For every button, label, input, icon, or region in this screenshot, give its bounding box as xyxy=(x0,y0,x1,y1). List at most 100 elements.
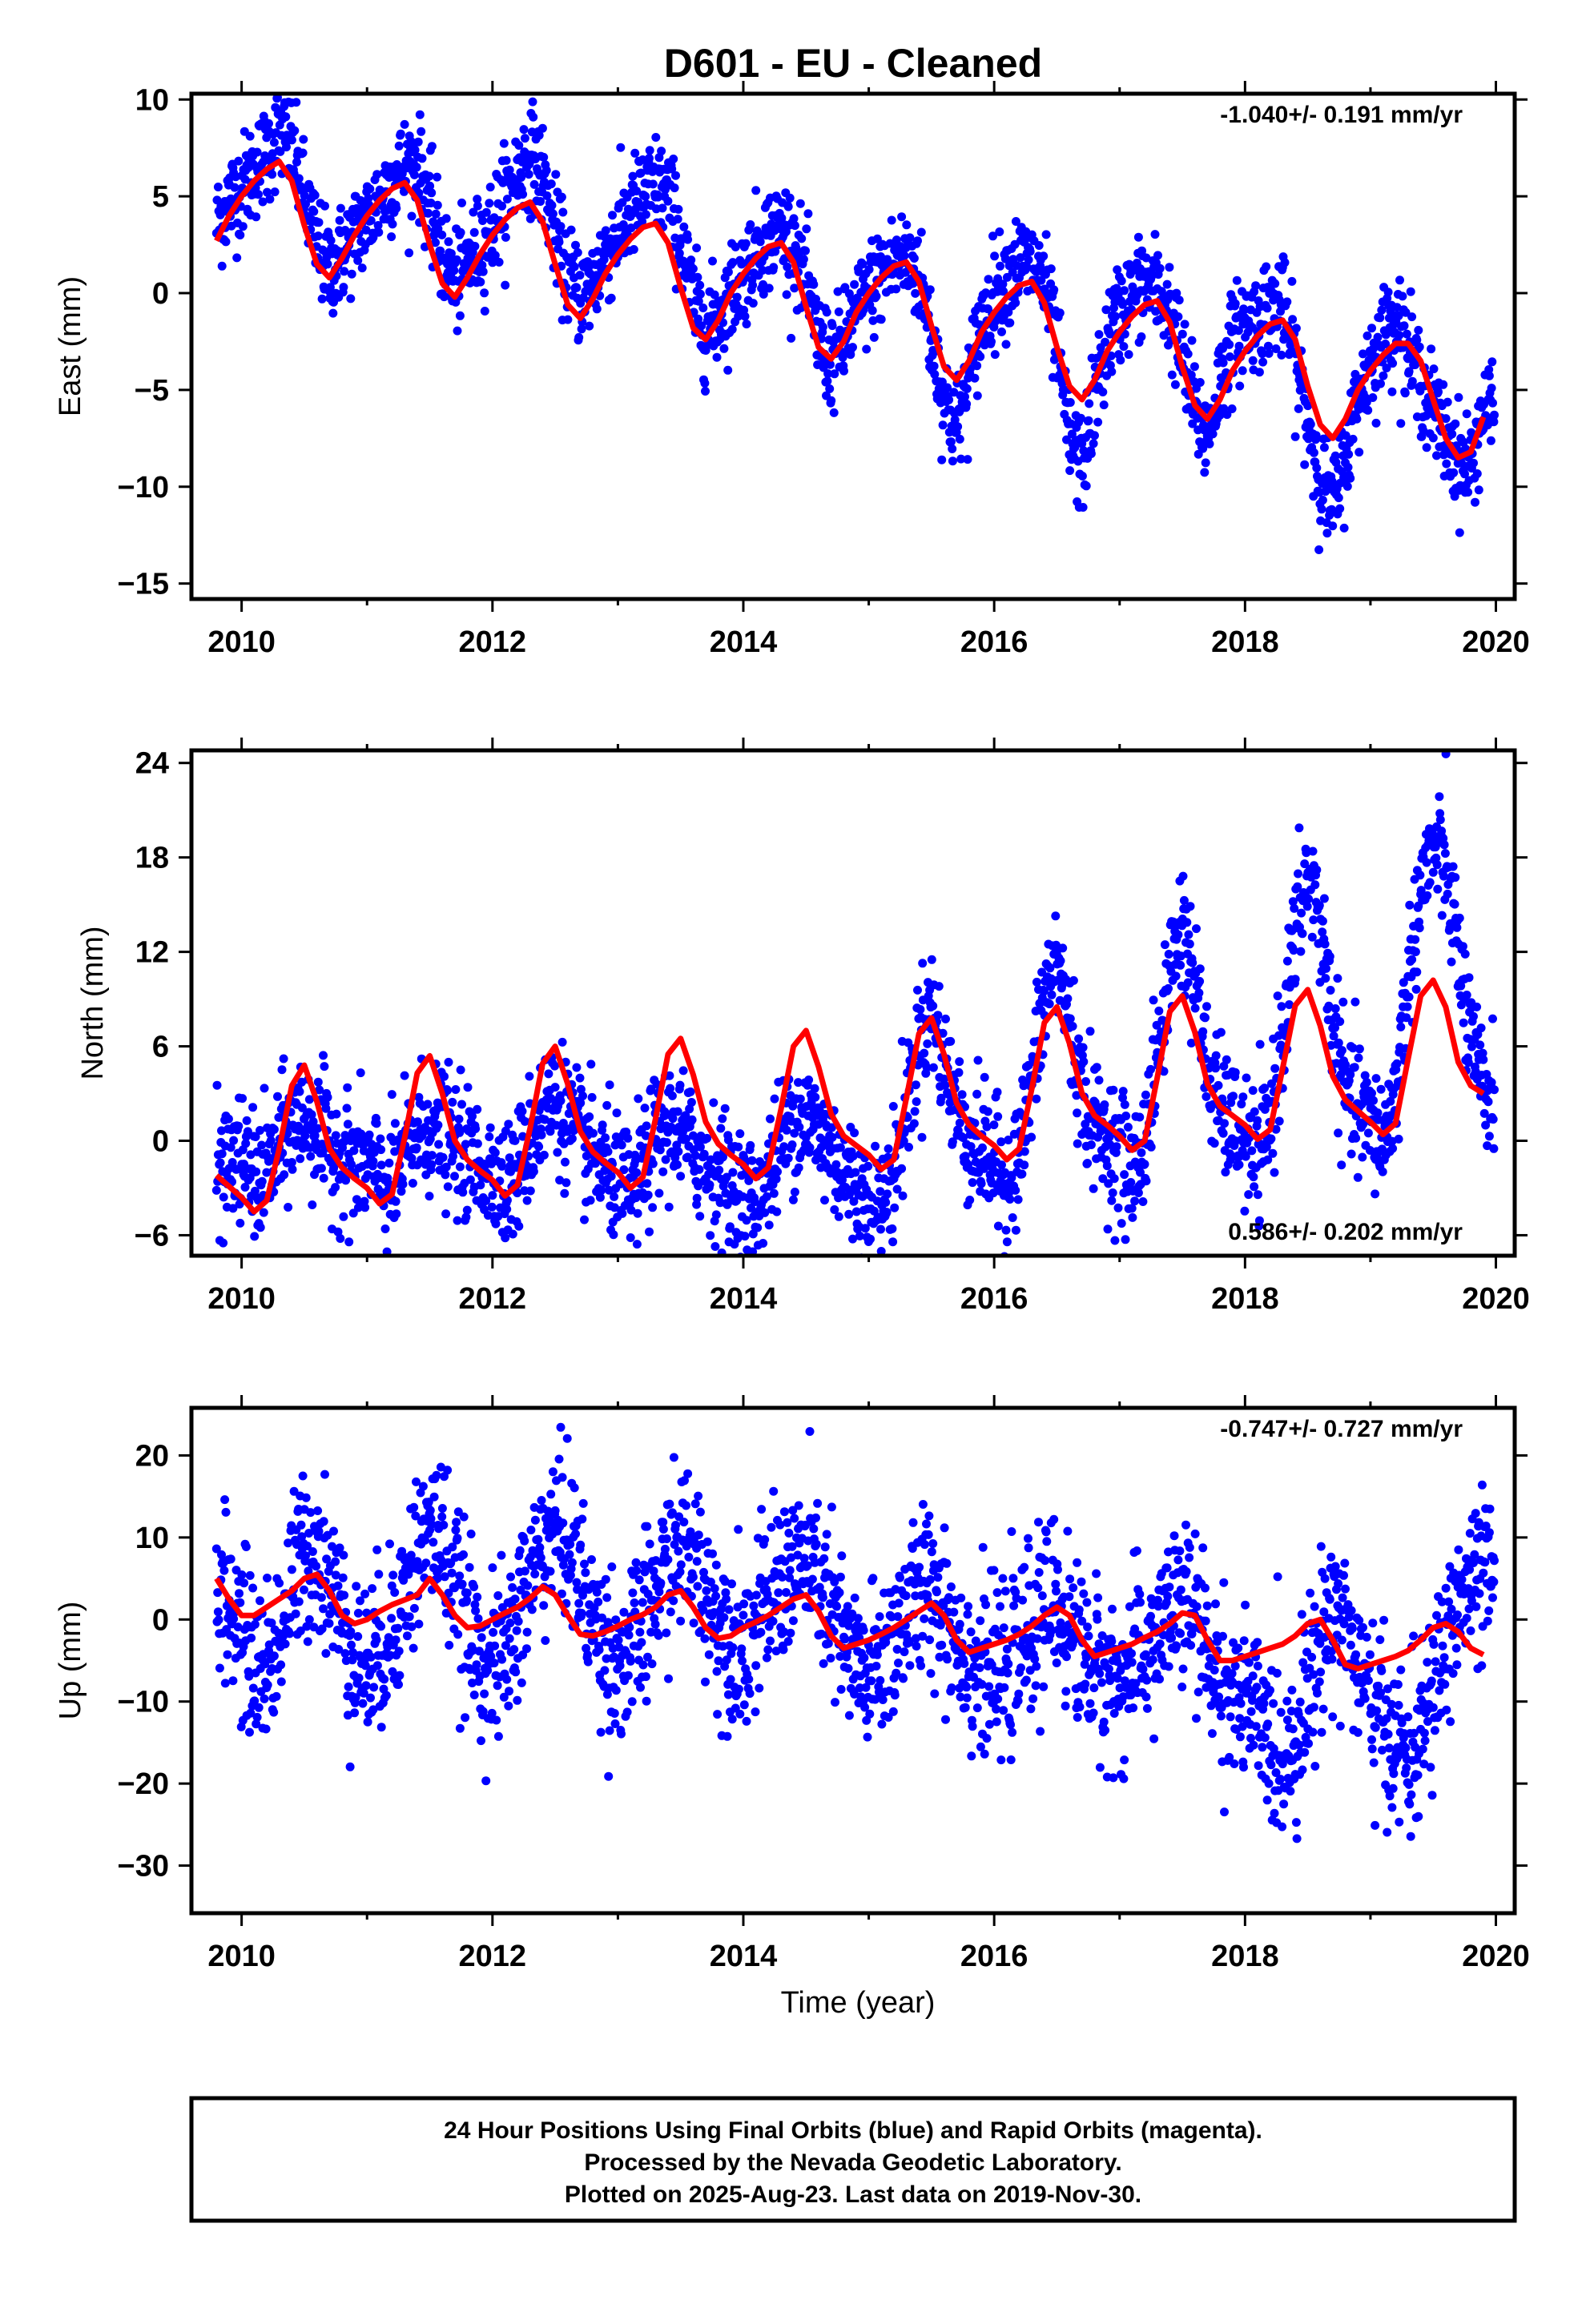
data-point xyxy=(1020,1160,1029,1170)
data-point xyxy=(339,1212,348,1221)
data-point xyxy=(1342,481,1352,491)
data-point xyxy=(1230,299,1240,308)
data-point xyxy=(695,1142,705,1152)
data-point xyxy=(751,186,761,195)
data-point xyxy=(1273,991,1282,1001)
data-point xyxy=(1202,1002,1211,1011)
data-point xyxy=(716,1124,726,1133)
data-point xyxy=(1251,281,1261,291)
data-point xyxy=(675,1080,685,1090)
data-point xyxy=(558,1037,567,1047)
data-point xyxy=(1481,1120,1491,1130)
data-point xyxy=(959,1133,968,1143)
data-point xyxy=(374,227,384,237)
data-point xyxy=(720,1104,730,1113)
data-point xyxy=(453,326,462,336)
data-point xyxy=(632,1240,642,1249)
data-point xyxy=(246,1708,256,1718)
data-point xyxy=(1124,350,1133,360)
data-point xyxy=(1112,1142,1121,1152)
data-point xyxy=(372,1119,381,1128)
x-tick-label: 2010 xyxy=(207,625,276,659)
data-point xyxy=(662,1138,671,1148)
data-point xyxy=(665,1071,674,1080)
data-point xyxy=(929,361,939,371)
data-point xyxy=(1298,929,1307,939)
rate-annotation: 0.586+/- 0.202 mm/yr xyxy=(1228,1219,1463,1245)
data-point xyxy=(529,112,538,122)
data-point xyxy=(1300,859,1310,869)
data-point xyxy=(561,1157,570,1167)
data-point xyxy=(1460,469,1469,479)
data-point xyxy=(1339,523,1349,533)
data-point xyxy=(1448,862,1458,871)
data-point xyxy=(1205,439,1214,448)
data-point xyxy=(998,279,1008,289)
data-point xyxy=(331,1183,340,1192)
data-point xyxy=(913,985,922,995)
data-point xyxy=(368,1156,378,1166)
data-point xyxy=(1395,331,1404,340)
data-point xyxy=(1419,426,1428,436)
data-points xyxy=(211,750,1499,1256)
data-point xyxy=(1238,366,1247,376)
data-point xyxy=(1130,1196,1140,1206)
data-point xyxy=(1490,410,1499,420)
data-point xyxy=(300,191,309,200)
x-tick-label: 2014 xyxy=(710,625,778,659)
east-panel: 2010 2012 2014 2016 2018 20201050−5−10−15East… xyxy=(54,81,1530,659)
data-point xyxy=(304,1529,314,1538)
data-point xyxy=(572,1063,582,1072)
y-tick-label: −10 xyxy=(118,471,169,505)
data-point xyxy=(1294,823,1304,833)
data-point xyxy=(1314,901,1324,911)
data-point xyxy=(1344,449,1354,459)
data-point xyxy=(1411,947,1420,956)
data-point xyxy=(1379,371,1388,380)
data-point xyxy=(748,1229,758,1239)
data-point xyxy=(517,173,526,182)
data-point xyxy=(1373,1108,1383,1118)
data-point xyxy=(545,1127,555,1136)
data-point xyxy=(481,207,491,217)
data-point xyxy=(769,1188,779,1198)
data-point xyxy=(352,203,361,213)
data-point xyxy=(1471,497,1479,507)
data-point xyxy=(320,201,329,211)
data-point xyxy=(1459,1018,1468,1027)
data-point xyxy=(554,237,564,247)
x-tick-label: 2010 xyxy=(207,1282,276,1316)
data-point xyxy=(263,1680,272,1690)
data-point xyxy=(1395,275,1404,285)
data-point xyxy=(574,332,584,342)
data-point xyxy=(1334,1038,1343,1047)
data-point xyxy=(1073,1139,1082,1148)
data-point xyxy=(1487,357,1497,367)
data-point xyxy=(407,211,417,221)
data-point xyxy=(654,1188,664,1198)
data-point xyxy=(1312,463,1322,472)
data-point xyxy=(834,307,843,316)
data-point xyxy=(727,324,737,334)
data-point xyxy=(928,1063,938,1072)
data-point xyxy=(1415,870,1425,880)
data-point xyxy=(801,246,810,255)
data-point xyxy=(888,1224,897,1233)
data-point xyxy=(301,1551,310,1561)
data-point xyxy=(220,1495,230,1505)
data-point xyxy=(648,1159,658,1168)
data-point xyxy=(525,1186,535,1196)
data-point xyxy=(1086,449,1096,458)
data-point xyxy=(1186,1039,1196,1047)
data-point xyxy=(1141,1090,1150,1100)
data-point xyxy=(276,147,285,156)
data-point xyxy=(343,1083,352,1092)
data-point xyxy=(245,131,255,141)
data-point xyxy=(562,1178,571,1188)
data-point xyxy=(1447,429,1457,439)
data-point xyxy=(394,141,404,151)
data-point xyxy=(910,1107,920,1116)
data-point xyxy=(570,262,579,271)
data-point xyxy=(1412,336,1422,345)
data-point xyxy=(610,1203,619,1212)
